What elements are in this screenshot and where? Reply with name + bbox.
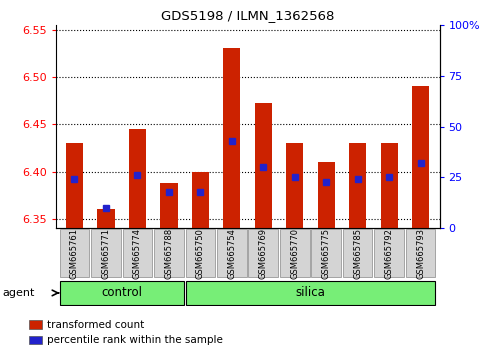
Bar: [406, 229, 436, 277]
Text: silica: silica: [296, 286, 326, 299]
Text: GSM665770: GSM665770: [290, 228, 299, 279]
Text: control: control: [101, 286, 142, 299]
Text: GSM665774: GSM665774: [133, 228, 142, 279]
Bar: [286, 143, 303, 228]
Bar: [59, 281, 184, 305]
Text: GSM665788: GSM665788: [164, 228, 173, 279]
Bar: [381, 143, 398, 228]
Bar: [59, 229, 89, 277]
Text: agent: agent: [2, 288, 35, 298]
Bar: [192, 172, 209, 228]
Bar: [123, 229, 152, 277]
Text: GSM665750: GSM665750: [196, 228, 205, 279]
Bar: [280, 229, 310, 277]
Bar: [248, 229, 278, 277]
Bar: [343, 229, 372, 277]
Bar: [97, 210, 114, 228]
Text: GSM665785: GSM665785: [353, 228, 362, 279]
Bar: [185, 229, 215, 277]
Text: GSM665761: GSM665761: [70, 228, 79, 279]
Bar: [412, 86, 429, 228]
Bar: [160, 183, 178, 228]
Text: GSM665769: GSM665769: [259, 228, 268, 279]
Bar: [185, 281, 436, 305]
Bar: [255, 103, 272, 228]
Text: GSM665771: GSM665771: [101, 228, 111, 279]
Text: GSM665775: GSM665775: [322, 228, 331, 279]
Bar: [374, 229, 404, 277]
Bar: [217, 229, 247, 277]
Bar: [223, 48, 241, 228]
Text: GSM665792: GSM665792: [384, 228, 394, 279]
Text: GSM665793: GSM665793: [416, 228, 425, 279]
Bar: [66, 143, 83, 228]
Bar: [91, 229, 121, 277]
Bar: [317, 162, 335, 228]
Legend: transformed count, percentile rank within the sample: transformed count, percentile rank withi…: [29, 320, 223, 346]
Bar: [129, 129, 146, 228]
Title: GDS5198 / ILMN_1362568: GDS5198 / ILMN_1362568: [161, 9, 334, 22]
Bar: [349, 143, 366, 228]
Text: GSM665754: GSM665754: [227, 228, 236, 279]
Bar: [312, 229, 341, 277]
Bar: [154, 229, 184, 277]
